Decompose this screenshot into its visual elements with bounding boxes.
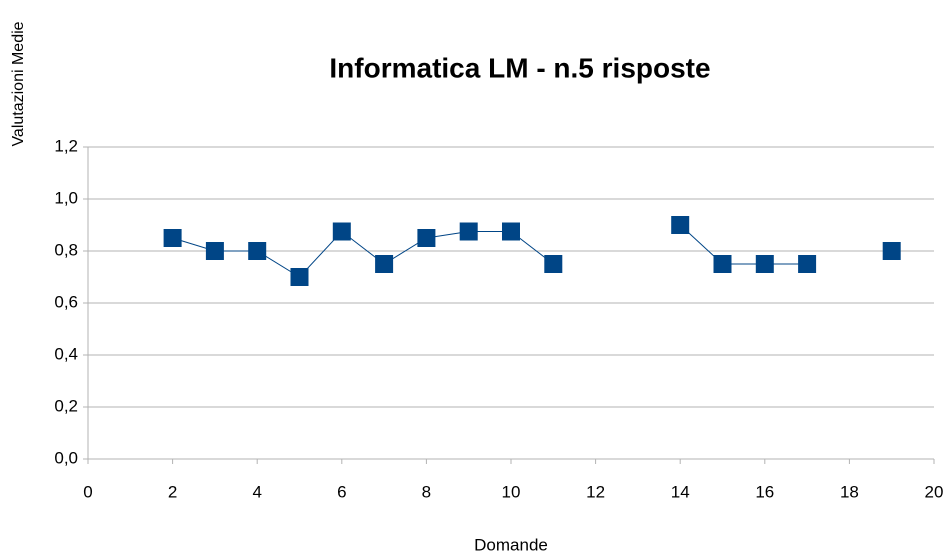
y-tick-label: 1,2 xyxy=(54,136,78,155)
marker xyxy=(248,242,267,260)
marker xyxy=(332,222,351,241)
x-tick-label: 20 xyxy=(925,482,944,501)
y-tick-label: 0,0 xyxy=(54,448,78,467)
x-tick-label: 12 xyxy=(586,482,605,501)
marker xyxy=(544,255,563,273)
x-axis-label: Domande xyxy=(474,535,548,554)
y-tick-label: 0,6 xyxy=(54,292,78,311)
marker xyxy=(290,268,309,286)
x-tick-label: 10 xyxy=(502,482,521,501)
x-tick-label: 8 xyxy=(422,482,431,501)
chart-title: Informatica LM - n.5 risposte xyxy=(329,52,710,83)
x-tick-label: 16 xyxy=(755,482,774,501)
x-tick-label: 6 xyxy=(337,482,346,501)
marker xyxy=(163,229,182,247)
marker xyxy=(882,242,901,260)
marker xyxy=(417,229,436,247)
marker xyxy=(755,255,774,273)
x-tick-label: 14 xyxy=(671,482,690,501)
x-tick-label: 18 xyxy=(840,482,859,501)
y-tick-label: 0,4 xyxy=(54,344,78,363)
marker xyxy=(459,222,478,241)
x-tick-label: 0 xyxy=(83,482,92,501)
y-axis-label: Valutazioni Medie xyxy=(10,21,27,146)
y-tick-label: 0,2 xyxy=(54,396,78,415)
marker xyxy=(798,255,817,273)
x-tick-label: 4 xyxy=(252,482,261,501)
x-tick-label: 2 xyxy=(168,482,177,501)
y-tick-label: 0,8 xyxy=(54,240,78,259)
marker xyxy=(671,216,690,234)
marker xyxy=(502,222,520,241)
marker xyxy=(205,242,224,260)
y-tick-label: 1,0 xyxy=(54,188,78,207)
marker xyxy=(713,255,732,273)
marker xyxy=(375,255,394,273)
